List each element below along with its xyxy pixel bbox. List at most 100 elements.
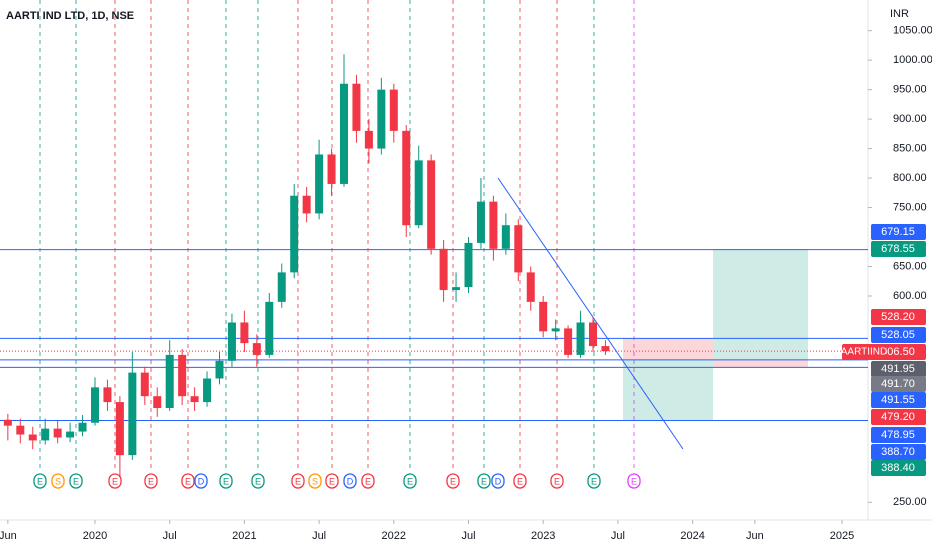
candle-body (427, 160, 436, 249)
event-label: E (365, 476, 371, 486)
x-tick-label: 2025 (830, 530, 854, 542)
price-label-box (871, 392, 926, 408)
target-zone (713, 249, 808, 360)
candle-body (601, 346, 610, 352)
stop-zone (713, 359, 808, 368)
candle-body (252, 343, 261, 355)
symbol-label: AARTIIND (841, 347, 888, 358)
event-label: E (223, 476, 229, 486)
candle-body (153, 396, 162, 408)
candle-body (340, 83, 348, 184)
candle-body (389, 89, 398, 131)
event-label: E (481, 476, 487, 486)
x-tick-label: Jun (0, 530, 17, 542)
x-tick-label: Jul (163, 530, 177, 542)
candle-body (315, 154, 324, 214)
trend-line (497, 177, 684, 450)
event-badge (587, 473, 601, 489)
x-tick-label: 2021 (232, 530, 256, 542)
event-badge (513, 473, 527, 489)
price-label-box (871, 241, 926, 257)
candle-body (364, 130, 373, 149)
event-label: E (185, 476, 191, 486)
candle-body (414, 160, 423, 226)
candle-body (302, 195, 311, 214)
price-label-box (871, 376, 926, 392)
candle-body (564, 328, 573, 355)
price-label: 388.70 (881, 446, 915, 458)
event-badge (181, 473, 195, 489)
y-tick-label: 900.00 (893, 113, 927, 125)
event-label: D (495, 476, 502, 486)
x-tick-label: 2022 (382, 530, 406, 542)
event-label: E (295, 476, 301, 486)
event-label: E (37, 476, 43, 486)
candle-body (240, 322, 249, 344)
event-badge (291, 473, 305, 489)
candle-body (501, 225, 510, 249)
event-label: E (112, 476, 118, 486)
candle-body (290, 195, 299, 273)
event-badge (361, 473, 375, 489)
x-tick-label: 2023 (531, 530, 555, 542)
price-label-box (871, 361, 926, 377)
event-badge (219, 473, 233, 489)
price-label-box (871, 427, 926, 443)
candle-body (128, 372, 137, 456)
candle-body (277, 272, 286, 302)
symbol-label-box (842, 344, 886, 360)
price-label-box (871, 444, 926, 460)
candle-body (78, 422, 87, 432)
candle-body (464, 242, 473, 288)
target-zone (623, 359, 713, 421)
plot (3, 54, 610, 480)
candle-body (589, 322, 597, 347)
event-badge (343, 473, 357, 489)
x-tick-label: Jun (746, 530, 764, 542)
candle-body (439, 248, 448, 291)
event-badge (403, 473, 417, 489)
candle-body (41, 428, 50, 441)
candle-body (476, 201, 485, 243)
candle-body (165, 354, 174, 408)
event-label: D (198, 476, 205, 486)
event-label: E (73, 476, 79, 486)
axes: E S E E E E D E E E S E D E E E E D E E E E1050.001000.00950.… (0, 25, 932, 542)
event-label: E (517, 476, 523, 486)
price-label-box (871, 224, 926, 240)
event-label: E (148, 476, 154, 486)
event-label: E (554, 476, 560, 486)
candle-body (489, 201, 498, 249)
price-label: 506.50 (881, 346, 915, 358)
event-label: E (255, 476, 261, 486)
price-label: 528.05 (881, 329, 915, 341)
candle-body (514, 225, 523, 273)
y-tick-label: 1000.00 (893, 54, 932, 66)
candle-body (203, 378, 212, 403)
stop-zone (623, 338, 713, 360)
price-label: 479.20 (881, 411, 915, 423)
candle-body (190, 396, 199, 403)
event-label: D (347, 476, 354, 486)
price-label-box (871, 409, 926, 425)
event-label: S (312, 476, 318, 486)
y-tick-label: 1050.00 (893, 25, 932, 37)
candle-body (3, 419, 12, 426)
y-tick-label: 600.00 (893, 290, 927, 302)
y-tick-label: 250.00 (893, 496, 927, 508)
candle-body (352, 83, 361, 131)
candle-body (140, 372, 149, 397)
price-label-box (871, 327, 926, 343)
event-label: E (407, 476, 413, 486)
candle-body (53, 428, 62, 438)
event-badge (251, 473, 265, 489)
event-badge (69, 473, 83, 489)
candle-body (66, 431, 75, 438)
event-badge (446, 473, 460, 489)
candle-body (178, 354, 187, 397)
candle-body (551, 328, 560, 332)
price-label: 491.55 (881, 394, 915, 406)
candle-body (377, 89, 386, 149)
event-badge (144, 473, 158, 489)
candle-body (327, 154, 336, 184)
